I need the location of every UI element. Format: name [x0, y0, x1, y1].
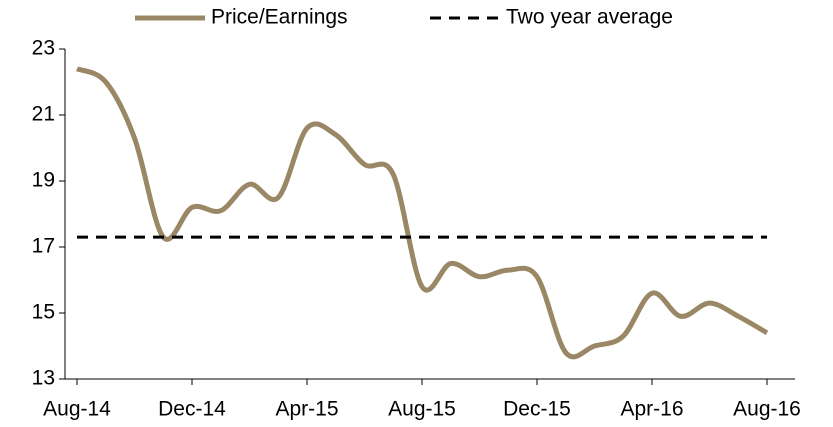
series-line — [75, 66, 769, 360]
y-tick-label: 17 — [32, 235, 55, 258]
y-tick-label: 19 — [32, 169, 55, 192]
x-tick-label: Aug-16 — [733, 398, 801, 421]
x-tick-label: Dec-15 — [503, 398, 571, 421]
x-tick-label: Apr-16 — [620, 398, 683, 421]
legend-label: Price/Earnings — [211, 6, 348, 29]
x-tick-label: Aug-15 — [388, 398, 456, 421]
y-tick-label: 23 — [32, 37, 55, 60]
x-tick-label: Dec-14 — [158, 398, 226, 421]
y-tick-label: 21 — [32, 103, 55, 126]
x-tick-label: Aug-14 — [43, 398, 111, 421]
x-tick-label: Apr-15 — [275, 398, 338, 421]
y-tick-label: 15 — [32, 301, 55, 324]
y-tick-label: 13 — [32, 367, 55, 390]
legend-label: Two year average — [506, 6, 673, 29]
